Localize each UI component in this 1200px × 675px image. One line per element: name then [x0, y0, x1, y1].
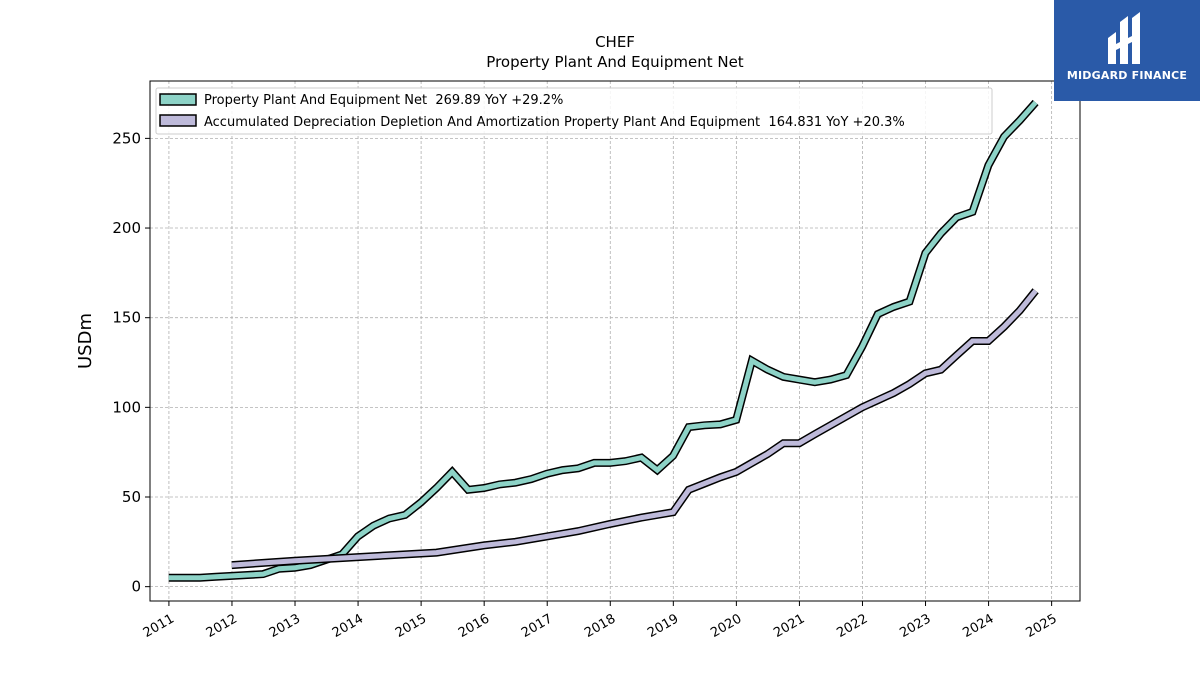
x-tick-label: 2024 — [960, 611, 996, 641]
legend: Property Plant And Equipment Net 269.89 … — [155, 87, 993, 135]
x-tick-label: 2021 — [771, 611, 807, 641]
x-tick-label: 2011 — [141, 611, 177, 641]
x-tick-label: 2019 — [645, 611, 681, 641]
legend-label-depreciation: Accumulated Depreciation Depletion And A… — [204, 115, 905, 130]
x-tick-label: 2014 — [330, 611, 366, 641]
y-tick-label: 100 — [112, 398, 141, 416]
legend-box — [155, 87, 993, 135]
y-tick-label: 150 — [112, 309, 141, 327]
chart-title: CHEF — [595, 33, 635, 51]
x-tick-label: 2012 — [204, 611, 240, 641]
x-tick-label: 2020 — [708, 611, 744, 641]
logo-text: MIDGARD FINANCE — [1066, 69, 1188, 82]
logo-mark-icon — [1108, 12, 1140, 64]
brand-logo: MIDGARD FINANCE — [1054, 0, 1200, 101]
y-tick-label: 50 — [122, 488, 141, 506]
x-axis: 2011 2012 2013 2014 2015 2016 2017 2018 2019 2020… — [141, 601, 1060, 641]
legend-swatch-ppe — [159, 93, 197, 106]
x-tick-label: 2018 — [582, 611, 618, 641]
x-tick-label: 2022 — [834, 611, 870, 641]
chart-subtitle: Property Plant And Equipment Net — [486, 53, 743, 71]
series-line-depreciation-outline — [231, 288, 1039, 570]
y-tick-label: 250 — [112, 129, 141, 147]
y-tick-label: 200 — [112, 219, 141, 237]
legend-label-ppe: Property Plant And Equipment Net 269.89 … — [204, 93, 563, 108]
legend-swatch-depreciation — [159, 114, 197, 127]
y-tick-label: 0 — [131, 578, 141, 596]
y-axis: 0 50 100 150 200 250 — [112, 129, 150, 596]
x-tick-label: 2013 — [267, 611, 303, 641]
plot-frame — [149, 80, 1081, 602]
series-line-ppe — [168, 100, 1038, 581]
x-tick-label: 2023 — [897, 611, 933, 641]
x-tick-label: 2025 — [1023, 611, 1059, 641]
x-tick-label: 2016 — [456, 611, 492, 641]
y-axis-label: USDm — [75, 313, 96, 369]
series-line-depreciation — [231, 289, 1038, 568]
x-tick-label: 2017 — [519, 611, 555, 641]
series-group — [168, 99, 1039, 582]
series-line-ppe-outline — [168, 99, 1039, 582]
x-tick-label: 2015 — [393, 611, 429, 641]
